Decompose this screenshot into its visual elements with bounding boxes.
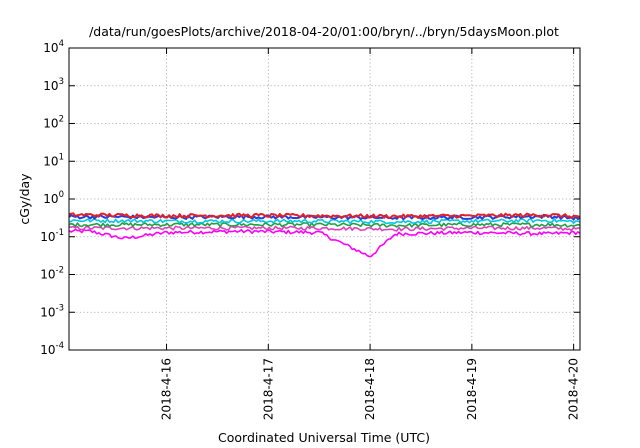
grid (69, 48, 580, 350)
y-tick-label: 103 (43, 77, 64, 93)
y-tick-label: 10-1 (40, 228, 64, 244)
x-tick-label: 2018-4-17 (261, 358, 275, 420)
y-axis-label: cGy/day (17, 173, 32, 225)
y-tick-label: 10-3 (40, 303, 64, 319)
data-series (68, 212, 581, 258)
x-tick-label: 2018-4-16 (160, 358, 174, 420)
y-axis-ticks: 10-4 10-3 10-2 10-1 100 101 102 103 104 (40, 39, 580, 357)
y-tick-label: 102 (43, 115, 64, 131)
x-tick-label: 2018-4-18 (363, 358, 377, 420)
chart-title: /data/run/goesPlots/archive/2018-04-20/0… (89, 24, 559, 39)
series-line (68, 222, 581, 228)
y-tick-label: 10-4 (40, 341, 64, 357)
y-tick-label: 101 (43, 152, 64, 168)
y-tick-label: 10-2 (40, 266, 64, 282)
series-line (68, 212, 581, 219)
x-tick-label: 2018-4-19 (465, 358, 479, 420)
y-tick-label: 104 (43, 39, 64, 55)
y-tick-label: 100 (43, 190, 64, 206)
x-axis-ticks: 2018-4-16 2018-4-17 2018-4-18 2018-4-19 2018… (160, 48, 581, 420)
series-line (68, 218, 581, 225)
series-line (68, 228, 581, 258)
series-line (68, 225, 581, 232)
x-tick-label: 2018-4-20 (567, 358, 581, 420)
x-axis-label: Coordinated Universal Time (UTC) (218, 430, 430, 445)
